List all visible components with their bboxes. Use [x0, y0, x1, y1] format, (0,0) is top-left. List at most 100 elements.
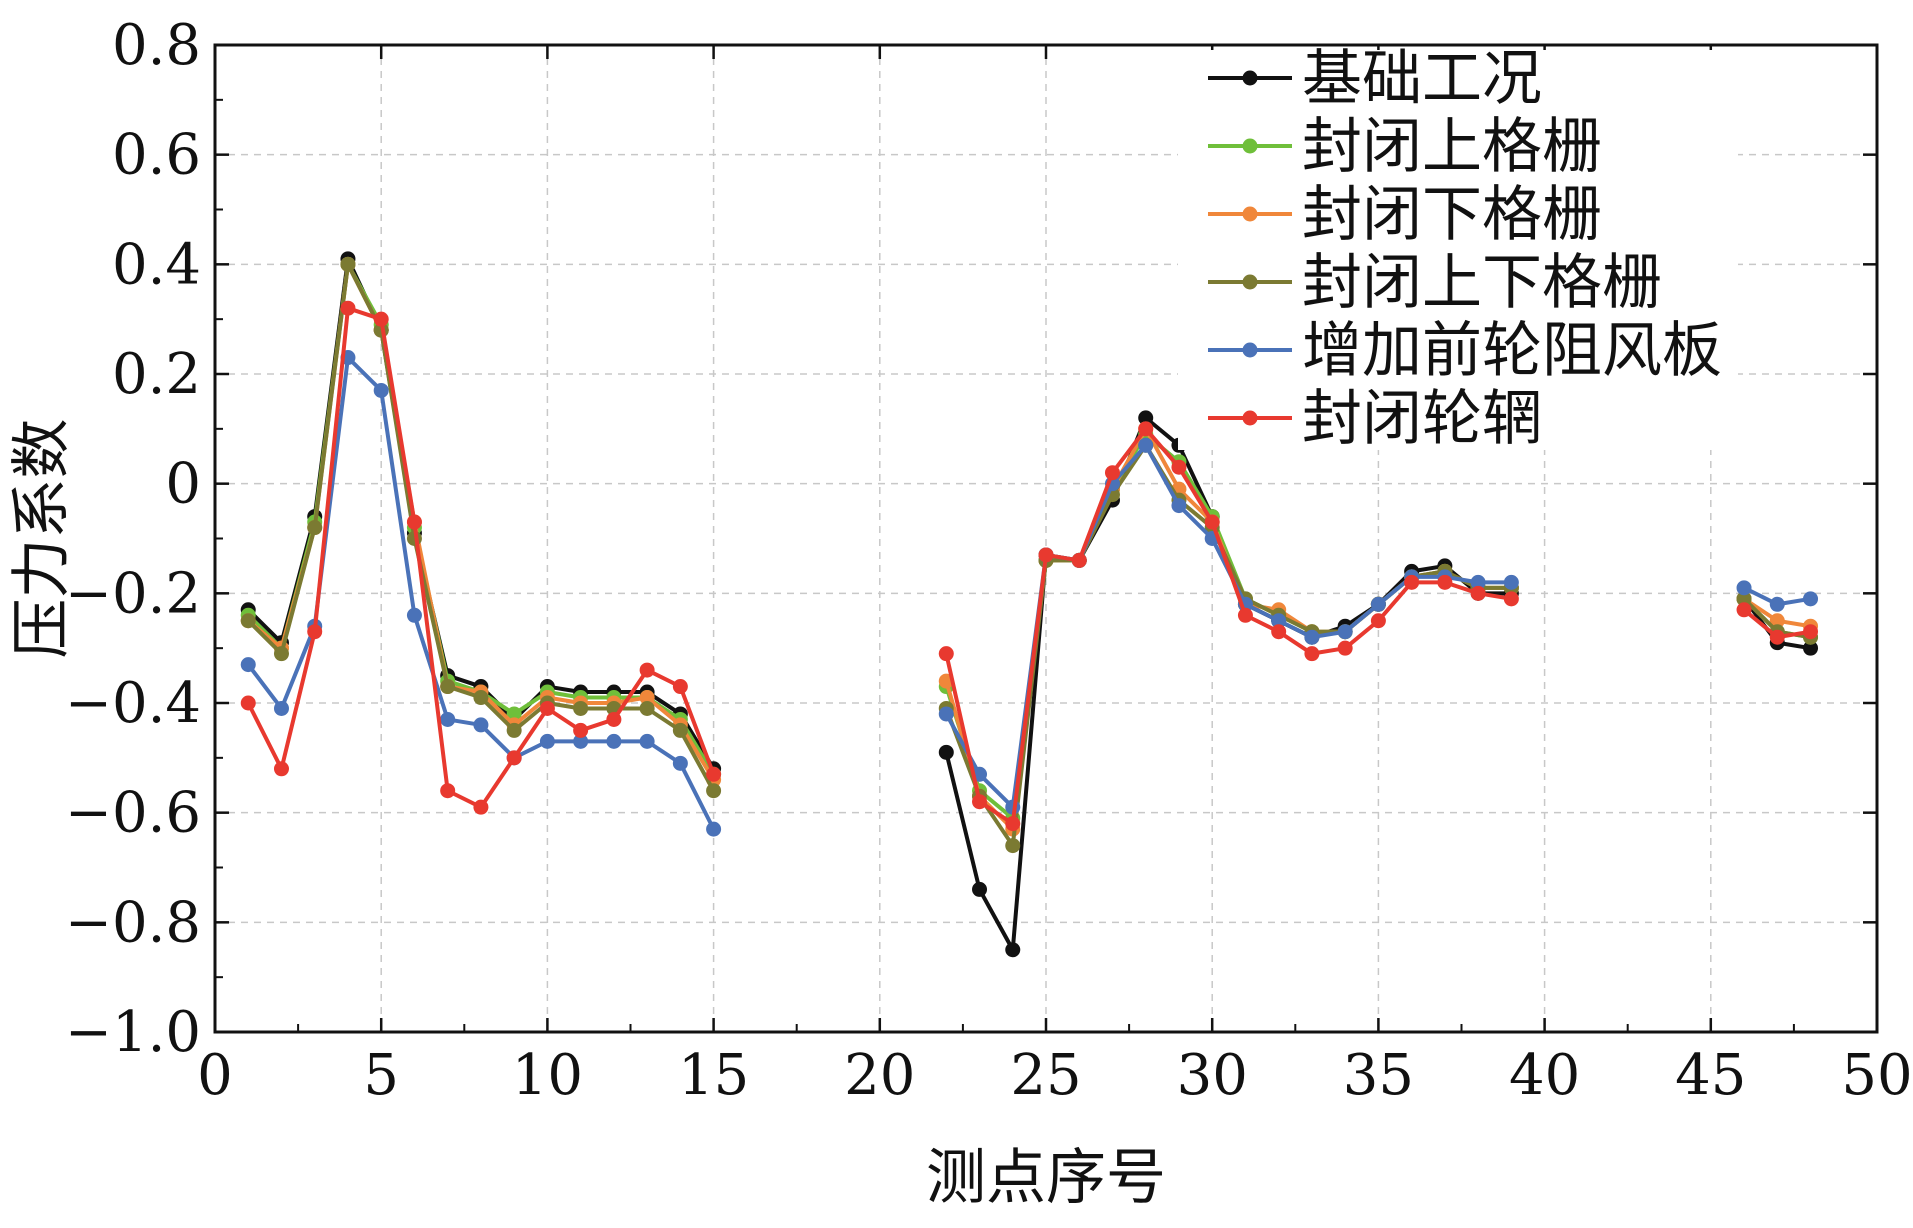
data-point	[639, 733, 655, 749]
legend-label: 基础工况	[1302, 44, 1542, 114]
data-point	[1304, 646, 1320, 662]
data-point	[1204, 514, 1220, 530]
data-point	[1370, 596, 1386, 612]
data-point	[406, 607, 422, 623]
data-point	[1171, 498, 1187, 514]
data-point	[473, 799, 489, 815]
data-point	[672, 755, 688, 771]
data-point	[307, 520, 323, 536]
data-point	[406, 514, 422, 530]
data-point	[1138, 437, 1154, 453]
legend-marker	[1242, 342, 1258, 358]
data-point	[706, 783, 722, 799]
legend-label: 封闭轮辋	[1302, 384, 1542, 454]
series-line	[944, 426, 1512, 826]
data-point	[639, 690, 655, 706]
legend-label: 增加前轮阻风板	[1302, 316, 1722, 386]
series-line	[944, 426, 1512, 832]
data-point	[273, 761, 289, 777]
y-tick-label: −0.8	[65, 890, 201, 955]
data-point	[539, 733, 555, 749]
data-point	[506, 722, 522, 738]
data-point	[1138, 421, 1154, 437]
legend-marker	[1242, 410, 1258, 426]
axis-ticks: 0 5 10 15 20 25 30 35 40 45 50 −1.0 −0.8 −0.6 −0.4 −0.2…	[65, 13, 1913, 1108]
data-point	[1769, 629, 1785, 645]
data-point	[1803, 624, 1819, 640]
data-point	[1736, 602, 1752, 618]
x-tick-label: 25	[1010, 1043, 1081, 1108]
data-point	[1503, 574, 1519, 590]
data-point	[440, 711, 456, 727]
y-axis-title: 压力系数	[7, 419, 77, 659]
data-point	[606, 711, 622, 727]
data-point	[1803, 640, 1819, 656]
data-point	[1271, 624, 1287, 640]
data-point	[1803, 591, 1819, 607]
y-tick-label: 0.6	[112, 123, 201, 188]
legend-label: 封闭上格栅	[1302, 112, 1602, 182]
data-point	[1337, 640, 1353, 656]
data-point	[639, 700, 655, 716]
x-tick-label: 10	[512, 1043, 583, 1108]
data-point	[938, 744, 954, 760]
legend-label: 封闭上下格栅	[1302, 248, 1662, 318]
x-axis-title: 测点序号	[926, 1143, 1166, 1213]
data-point	[606, 733, 622, 749]
data-point	[373, 311, 389, 327]
data-point	[573, 722, 589, 738]
data-point	[440, 679, 456, 695]
data-point	[240, 695, 256, 711]
y-tick-label: −0.6	[65, 781, 201, 846]
data-point	[1038, 547, 1054, 563]
x-tick-label: 35	[1343, 1043, 1414, 1108]
data-point	[1071, 552, 1087, 568]
data-point	[1005, 838, 1021, 854]
data-point	[1005, 942, 1021, 958]
data-point	[273, 700, 289, 716]
data-point	[240, 657, 256, 673]
series-line	[944, 443, 1512, 848]
data-point	[1271, 613, 1287, 629]
data-point	[972, 881, 988, 897]
data-point	[706, 766, 722, 782]
data-point	[1736, 580, 1752, 596]
data-point	[1237, 607, 1253, 623]
data-point	[473, 717, 489, 733]
data-point	[473, 690, 489, 706]
data-point	[639, 662, 655, 678]
data-point	[938, 646, 954, 662]
data-point	[1503, 591, 1519, 607]
data-point	[1769, 596, 1785, 612]
y-tick-label: 0.2	[112, 342, 201, 407]
x-tick-label: 0	[197, 1043, 233, 1108]
data-point	[373, 382, 389, 398]
data-point	[1437, 574, 1453, 590]
data-point	[506, 750, 522, 766]
data-point	[1138, 410, 1154, 426]
y-tick-label: −0.2	[65, 561, 201, 626]
data-point	[1171, 459, 1187, 475]
data-point	[1304, 629, 1320, 645]
legend-background	[1178, 50, 1738, 450]
x-tick-label: 5	[363, 1043, 399, 1108]
data-point	[273, 646, 289, 662]
data-point	[1769, 613, 1785, 629]
data-point	[1337, 624, 1353, 640]
x-tick-label: 15	[678, 1043, 749, 1108]
y-tick-label: 0.8	[112, 13, 201, 78]
data-point	[539, 700, 555, 716]
data-point	[1370, 613, 1386, 629]
data-point	[706, 821, 722, 837]
data-point	[672, 722, 688, 738]
y-tick-label: −1.0	[65, 1000, 201, 1065]
legend-marker	[1242, 274, 1258, 290]
data-point	[1736, 591, 1752, 607]
x-tick-label: 50	[1841, 1043, 1912, 1108]
y-tick-label: 0	[165, 452, 201, 517]
data-point	[1470, 585, 1486, 601]
data-point	[1104, 465, 1120, 481]
data-point	[307, 624, 323, 640]
